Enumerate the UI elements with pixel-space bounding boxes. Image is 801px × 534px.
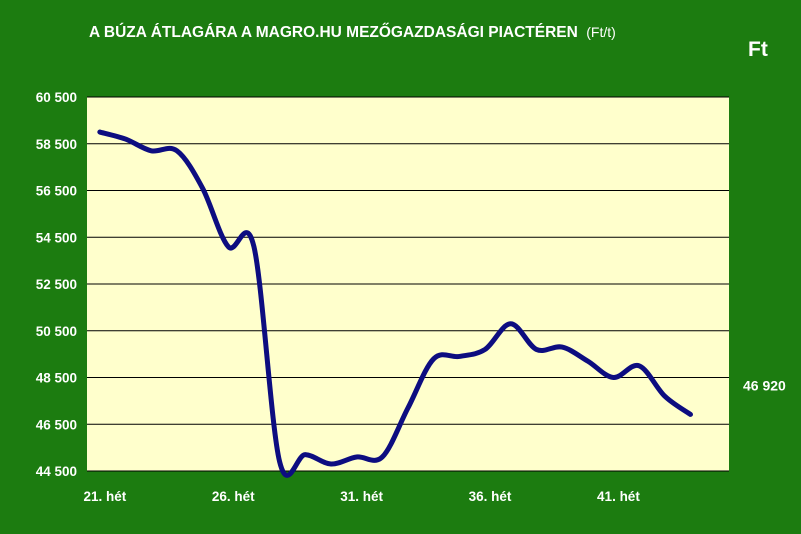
y-axis-tick-labels: 44 500 46 500 48 500 50 500 52 500 54 500 56 5… (36, 90, 77, 479)
x-tick-label: 26. hét (212, 489, 255, 504)
y-tick-label: 50 500 (36, 324, 77, 339)
y-tick-label: 46 500 (36, 417, 77, 432)
x-tick-label: 31. hét (340, 489, 383, 504)
y-tick-label: 52 500 (36, 277, 77, 292)
y-tick-label: 60 500 (36, 90, 77, 105)
chart-title: A BÚZA ÁTLAGÁRA A MAGRO.HU MEZŐGAZDASÁGI… (89, 23, 616, 41)
series-line (97, 129, 693, 478)
x-tick-label: 36. hét (469, 489, 512, 504)
unit-label: Ft (748, 38, 768, 61)
chart-title-text: A BÚZA ÁTLAGÁRA A MAGRO.HU MEZŐGAZDASÁGI… (89, 23, 578, 41)
y-tick-label: 44 500 (36, 464, 77, 479)
x-tick-label: 41. hét (597, 489, 640, 504)
grid-lines (87, 96, 729, 472)
chart-title-unit: (Ft/t) (586, 24, 616, 40)
y-tick-label: 54 500 (36, 230, 77, 245)
x-axis-tick-labels: 21. hét 26. hét 31. hét 36. hét 41. hét (83, 489, 640, 504)
y-tick-label: 58 500 (36, 137, 77, 152)
y-tick-label: 48 500 (36, 371, 77, 386)
x-tick-label: 21. hét (83, 489, 126, 504)
y-tick-label: 56 500 (36, 184, 77, 199)
last-value-label: 46 920 (743, 377, 786, 393)
